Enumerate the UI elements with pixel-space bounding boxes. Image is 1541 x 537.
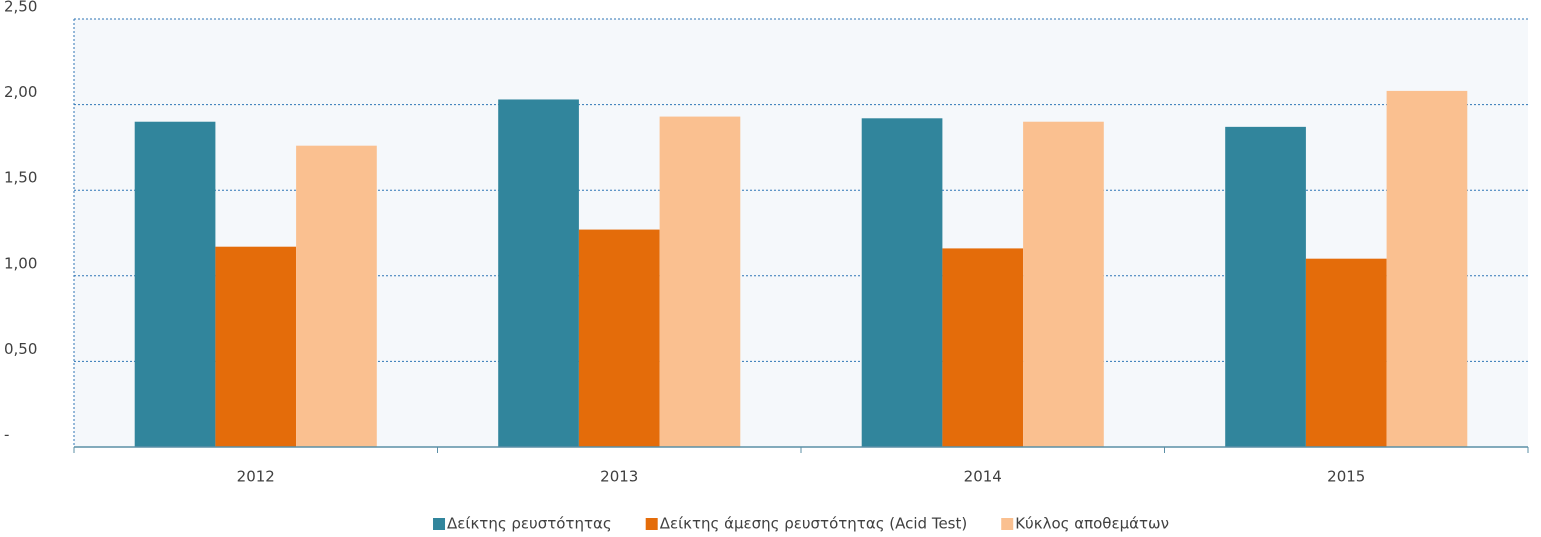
bar: [1305, 258, 1387, 447]
x-tick-label: 2013: [600, 468, 638, 486]
bar: [578, 229, 660, 447]
bar: [134, 121, 216, 447]
bar: [498, 99, 579, 448]
legend-swatch: [433, 518, 446, 530]
legend-swatch: [1001, 518, 1014, 530]
x-tick-label: 2012: [237, 468, 275, 486]
bar: [861, 118, 943, 448]
legend-swatch: [645, 518, 658, 530]
legend-label: Δείκτης ρευστότητας: [447, 515, 612, 533]
bar: [296, 145, 377, 448]
y-tick-label: 0,50: [4, 340, 37, 358]
y-tick-label: -: [4, 426, 9, 444]
bar: [215, 246, 297, 447]
y-tick-label: 2,50: [4, 0, 37, 16]
y-tick-label: 1,00: [4, 254, 37, 272]
bar: [1023, 121, 1104, 447]
legend-label: Δείκτης άμεσης ρευστότητας (Acid Test): [660, 515, 968, 533]
x-tick-label: 2014: [964, 468, 1002, 486]
legend-label: Κύκλος αποθεμάτων: [1015, 515, 1169, 533]
bar: [1225, 126, 1306, 447]
bar: [1386, 90, 1468, 448]
x-tick-label: 2015: [1327, 468, 1365, 486]
y-tick-label: 1,50: [4, 169, 37, 187]
bar: [942, 248, 1024, 447]
bar: [659, 116, 741, 448]
y-tick-label: 2,00: [4, 83, 37, 101]
